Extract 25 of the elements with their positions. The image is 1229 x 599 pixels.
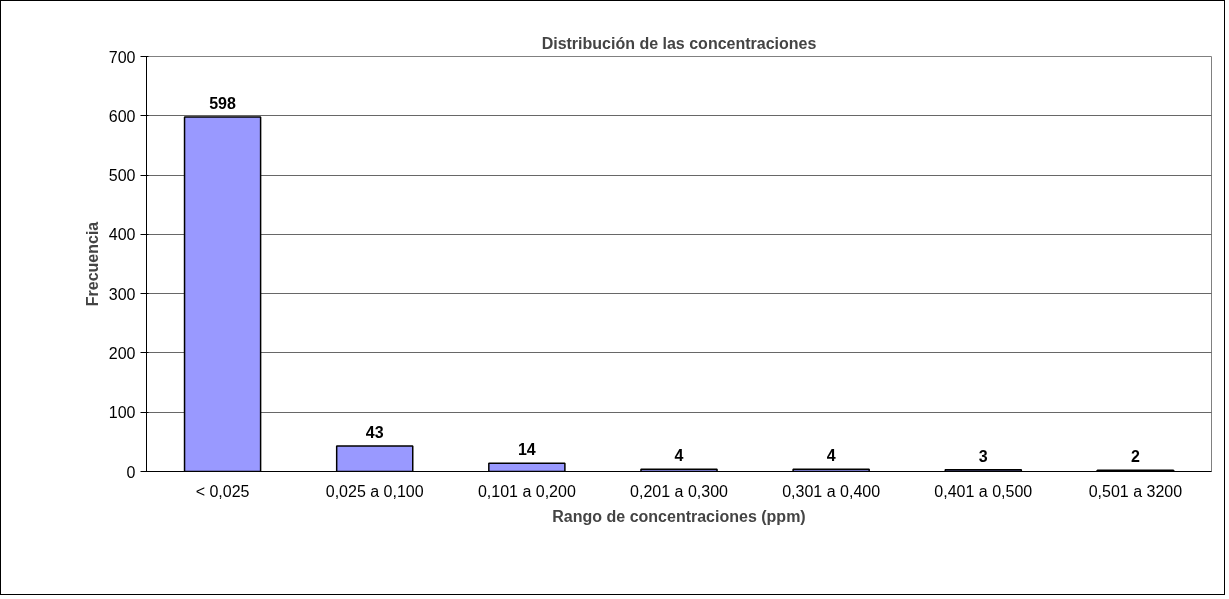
y-tick-label: 300 (108, 285, 136, 303)
x-tick-label: 0,401 a 0,500 (934, 482, 1033, 500)
y-tick-label: 700 (108, 48, 136, 66)
data-label: 4 (674, 447, 684, 465)
x-tick-label: 0,501 a 3200 (1088, 482, 1183, 500)
data-label: 3 (978, 447, 988, 465)
x-tick-label: 0,201 a 0,300 (630, 482, 729, 500)
y-tick-label: 100 (108, 404, 136, 422)
x-tick-label: 0,025 a 0,100 (325, 482, 424, 500)
data-label: 43 (365, 424, 384, 442)
x-axis-title: Rango de concentraciones (ppm) (552, 507, 806, 525)
y-tick-label: 400 (108, 226, 136, 244)
x-tick-label: 0,101 a 0,200 (477, 482, 576, 500)
x-tick-label: < 0,025 (195, 482, 250, 500)
data-label: 4 (826, 447, 836, 465)
data-label: 14 (517, 441, 536, 459)
y-axis-title: Frecuencia (83, 221, 101, 307)
x-tick-label: 0,301 a 0,400 (782, 482, 881, 500)
data-label: 598 (209, 94, 237, 112)
y-tick-label: 0 (126, 463, 136, 481)
y-tick-label: 200 (108, 344, 136, 362)
y-tick-label: 500 (108, 167, 136, 185)
chart-title: Distribución de las concentraciones (541, 34, 817, 52)
data-label: 2 (1130, 448, 1140, 466)
y-tick-label: 600 (108, 107, 136, 125)
